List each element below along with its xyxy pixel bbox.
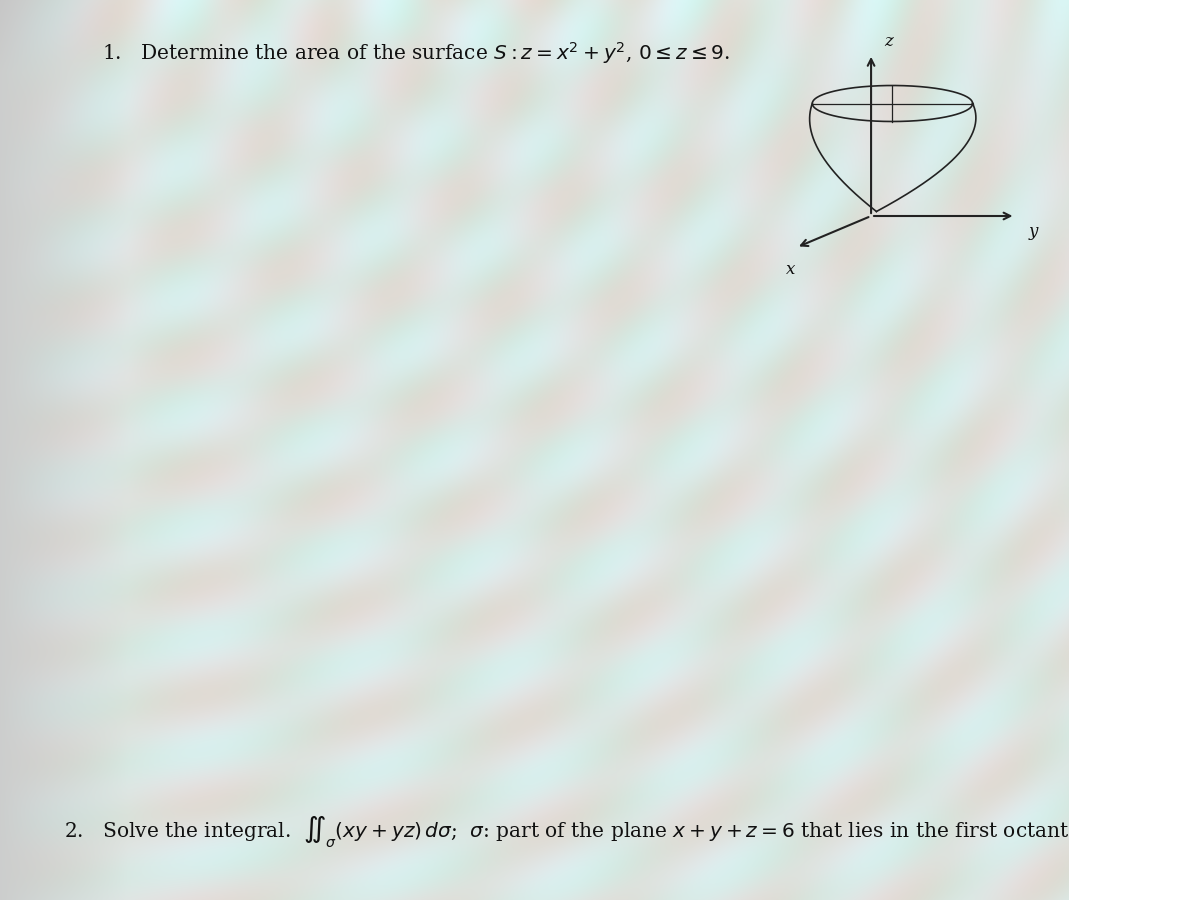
Text: 1.   Determine the area of the surface $S: z = x^2 + y^2$, $0 \leq z \leq 9$.: 1. Determine the area of the surface $S:… (102, 40, 730, 67)
Text: 2.   Solve the integral.  $\iint_{\sigma}(xy + yz)\,d\sigma$;  $\sigma$: part of: 2. Solve the integral. $\iint_{\sigma}(x… (64, 814, 1069, 850)
Text: y: y (1028, 223, 1038, 240)
Text: z: z (884, 32, 893, 50)
Text: x: x (786, 261, 796, 278)
